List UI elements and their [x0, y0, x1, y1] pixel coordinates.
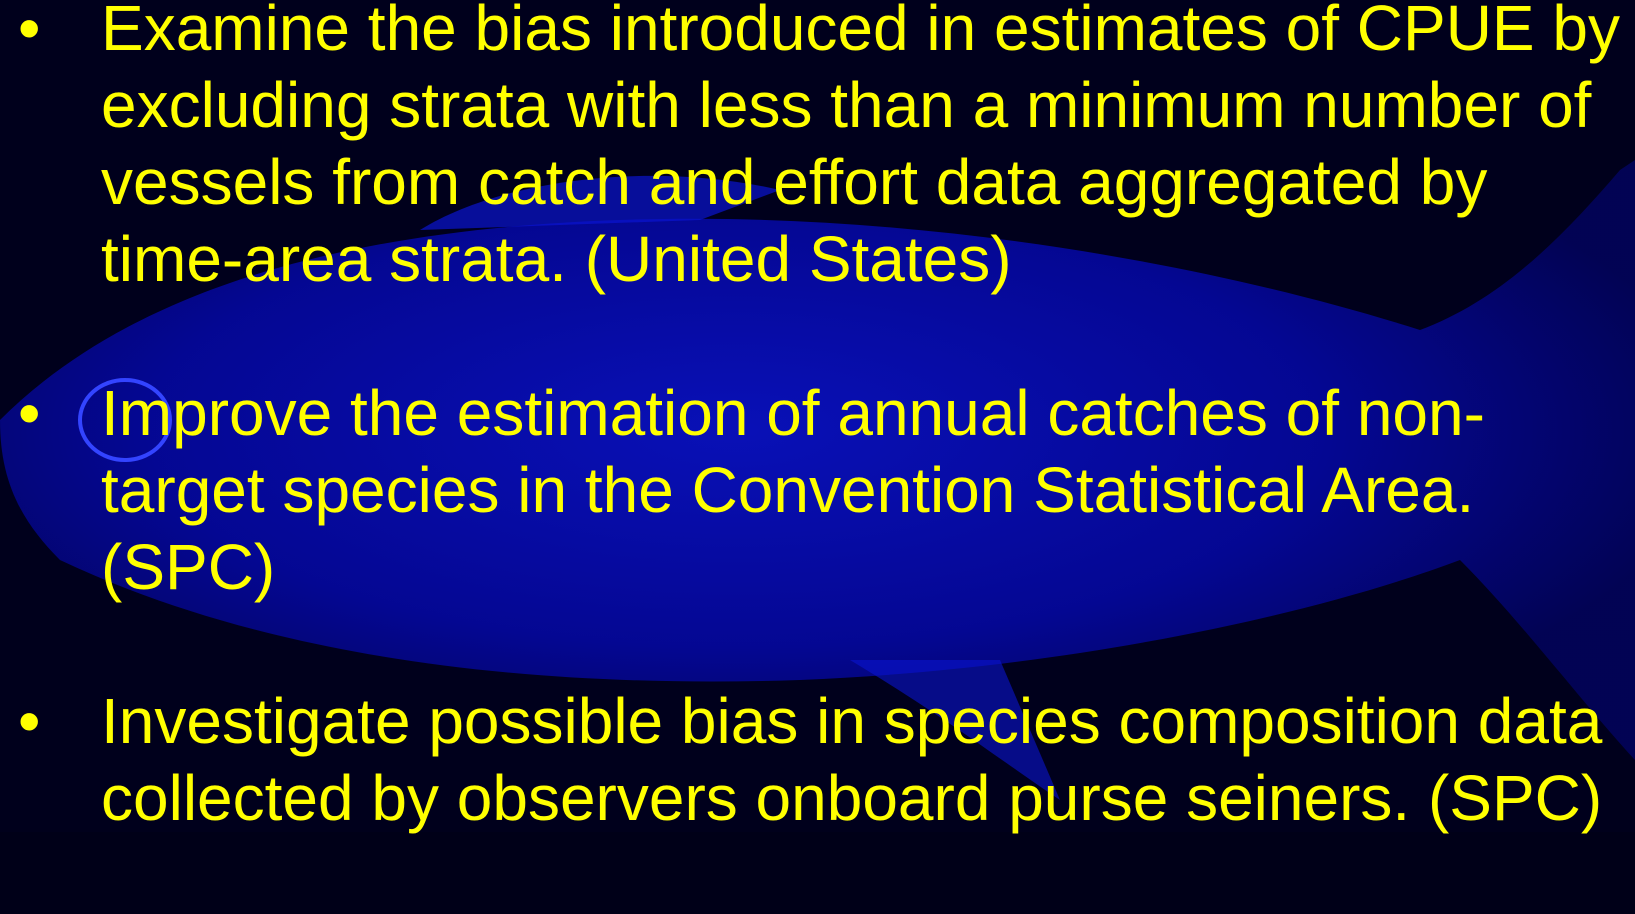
bullet-dot: •	[18, 0, 41, 64]
fish-body	[0, 160, 1635, 760]
fish-fin	[850, 660, 1060, 800]
bullet: • Improve the estimation of annual catche…	[0, 375, 1631, 606]
background	[0, 160, 1635, 800]
bullet-text: Investigate possible bias in species com…	[101, 685, 1603, 834]
bullet-text: Improve the estimation of annual catches…	[101, 377, 1485, 603]
slide: • Examine the bias introduced in estimate…	[0, 0, 1635, 834]
bullet-text: Examine the bias introduced in estimates…	[101, 0, 1620, 295]
bullet: • Investigate possible bias in species co…	[0, 683, 1631, 837]
bullet: • Examine the bias introduced in estimate…	[0, 0, 1631, 298]
bullet-dot: •	[18, 685, 41, 757]
fish-fin	[420, 175, 780, 230]
fish-eye	[78, 378, 172, 462]
bullet-dot: •	[18, 377, 41, 449]
